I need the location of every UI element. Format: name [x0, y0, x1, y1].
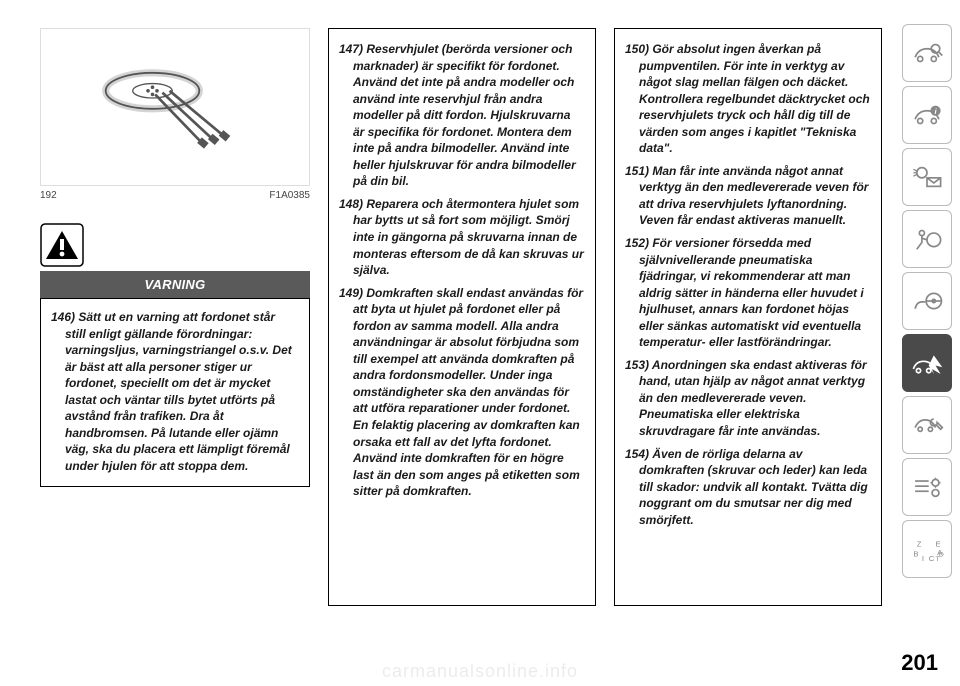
- column-2: 147) Reservhjulet (berörda versioner och…: [328, 28, 596, 668]
- figure-illustration: [40, 28, 310, 186]
- warning-item: 152) För versioner försedda med självniv…: [625, 235, 871, 351]
- car-info-icon[interactable]: i: [902, 86, 952, 144]
- warning-header: VARNING: [40, 271, 310, 298]
- figure-code: F1A0385: [269, 190, 310, 201]
- svg-text:E: E: [936, 539, 941, 548]
- light-mail-icon[interactable]: [902, 148, 952, 206]
- figure-ref-num: 192: [40, 190, 57, 201]
- abc-icon[interactable]: ZEBAICTD: [902, 520, 952, 578]
- warning-item: 146) Sätt ut en varning att fordonet stå…: [51, 309, 299, 474]
- warning-item: 150) Gör absolut ingen åverkan på pumpve…: [625, 41, 871, 157]
- warning-item: 147) Reservhjulet (berörda versioner och…: [339, 41, 585, 190]
- svg-text:C: C: [929, 554, 935, 563]
- content-area: 192 F1A0385 VARNING 146) Sätt ut en varn…: [0, 0, 902, 686]
- svg-text:Z: Z: [917, 539, 922, 548]
- warning-box-col1: 146) Sätt ut en varning att fordonet stå…: [40, 298, 310, 487]
- svg-text:B: B: [913, 550, 918, 559]
- warning-item: 149) Domkraften skall endast användas fö…: [339, 285, 585, 500]
- car-crash-icon[interactable]: [902, 334, 952, 392]
- airbag-icon[interactable]: [902, 210, 952, 268]
- tire-tool-drawing: [85, 52, 265, 162]
- warning-box-col2: 147) Reservhjulet (berörda versioner och…: [328, 28, 596, 606]
- warning-box-col3: 150) Gör absolut ingen åverkan på pumpve…: [614, 28, 882, 606]
- figure-caption: 192 F1A0385: [40, 190, 310, 201]
- warning-item: 153) Anordningen ska endast aktiveras fö…: [625, 357, 871, 440]
- page-number: 201: [901, 650, 938, 676]
- warning-item: 154) Även de rörliga delarna av domkraft…: [625, 446, 871, 529]
- car-wrench-icon[interactable]: [902, 396, 952, 454]
- list-gear-icon[interactable]: [902, 458, 952, 516]
- warning-triangle-icon: [40, 223, 84, 267]
- svg-text:I: I: [922, 554, 924, 563]
- warning-item: 148) Reparera och återmontera hjulet som…: [339, 196, 585, 279]
- column-1: 192 F1A0385 VARNING 146) Sätt ut en varn…: [40, 28, 310, 668]
- warning-item: 151) Man får inte använda något annat ve…: [625, 163, 871, 229]
- svg-text:D: D: [939, 552, 944, 559]
- column-3: 150) Gör absolut ingen åverkan på pumpve…: [614, 28, 882, 668]
- car-search-icon[interactable]: [902, 24, 952, 82]
- steering-hand-icon[interactable]: [902, 272, 952, 330]
- manual-page: 192 F1A0385 VARNING 146) Sätt ut en varn…: [0, 0, 960, 686]
- section-tabs-sidebar: i ZEBAICTD: [902, 0, 960, 686]
